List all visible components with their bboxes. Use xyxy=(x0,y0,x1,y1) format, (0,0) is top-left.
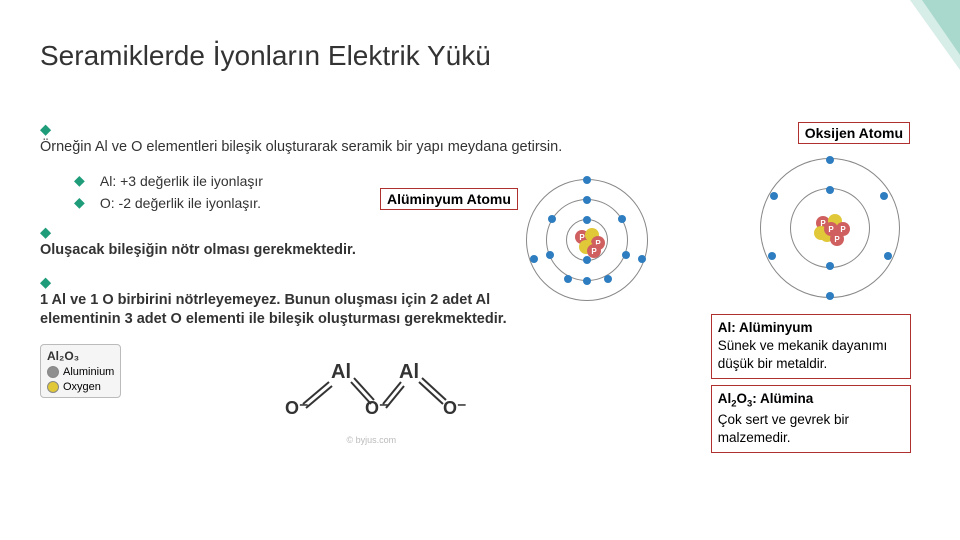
al-info-box: Al: Alüminyum Sünek ve mekanik dayanımı … xyxy=(711,314,911,379)
bullet-3: ◆ 1 Al ve 1 O birbirini nötrleyemeyez. B… xyxy=(40,275,570,330)
bond-o-right: O⁻ xyxy=(443,398,467,418)
bond-al-right: Al xyxy=(399,361,419,383)
aluminium-label: Aluminium xyxy=(63,366,114,378)
al2o3-formula: Al₂O₃ xyxy=(47,349,114,363)
diamond-icon: ◆ xyxy=(40,225,62,241)
diamond-icon: ◆ xyxy=(40,122,62,138)
bullet-2: ◆ Oluşacak bileşiğin nötr olması gerekme… xyxy=(40,225,591,261)
aluminum-atom-figure: P P P xyxy=(522,175,652,305)
bond-al-left: Al xyxy=(331,361,351,383)
bond-o-left: O⁻ xyxy=(285,398,309,418)
diamond-icon: ◆ xyxy=(74,194,96,211)
bond-figure: O⁻ Al O⁻ Al O⁻ xyxy=(271,348,471,445)
oxygen-label: Oxygen xyxy=(63,381,101,393)
al2o3-info-box: Al2O3: Alümina Çok sert ve gevrek bir ma… xyxy=(711,385,911,453)
aluminium-dot-icon xyxy=(47,366,59,378)
oxygen-dot-icon xyxy=(47,381,59,393)
slide-title: Seramiklerde İyonların Elektrik Yükü xyxy=(40,40,930,72)
oxygen-atom-figure: P P P P xyxy=(750,148,910,308)
al2o3-legend: Al₂O₃ Aluminium Oxygen xyxy=(40,344,121,398)
credit-text: © byjus.com xyxy=(271,435,471,445)
bullet-1: ◆ Örneğin Al ve O elementleri bileşik ol… xyxy=(40,122,591,158)
oxygen-atom-label: Oksijen Atomu xyxy=(798,122,910,144)
diamond-icon: ◆ xyxy=(40,275,62,291)
diamond-icon: ◆ xyxy=(74,172,96,189)
aluminum-atom-label: Alüminyum Atomu xyxy=(380,188,518,210)
